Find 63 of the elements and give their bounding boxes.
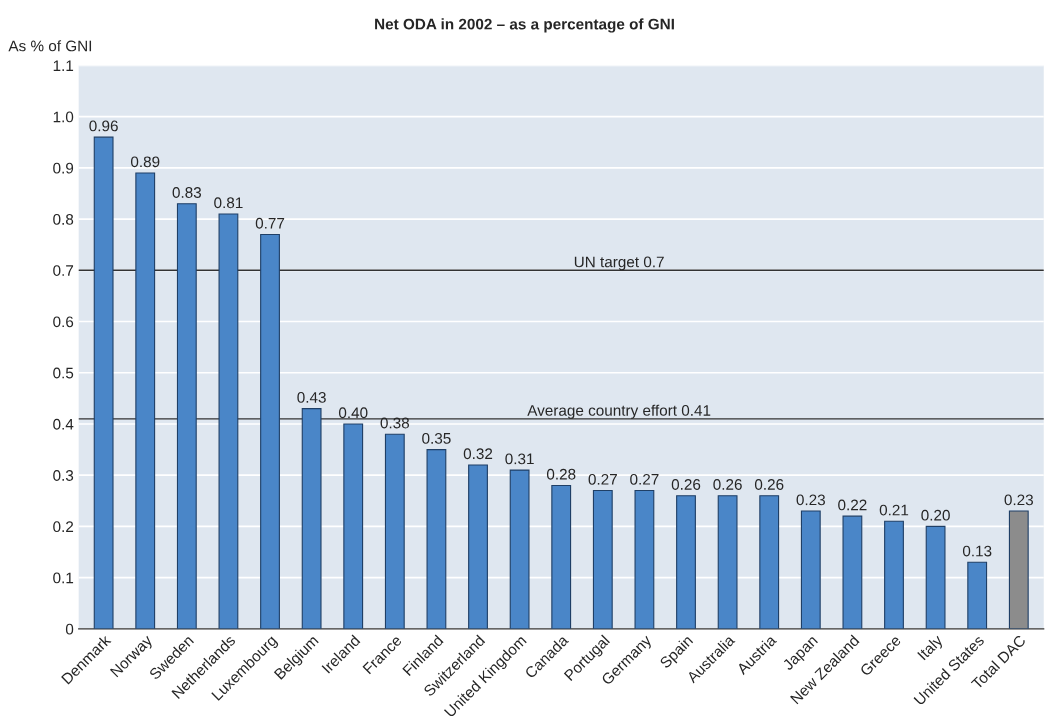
data-label: 0.32 (463, 448, 493, 460)
bar (634, 490, 655, 629)
y-tick-label: 0 (65, 623, 74, 635)
data-label: 0.22 (838, 499, 867, 511)
y-tick-label: 0.6 (53, 316, 74, 328)
bar (301, 408, 322, 629)
bar (592, 490, 613, 629)
data-label: 0.96 (89, 120, 118, 132)
bar (135, 172, 156, 629)
y-tick-label: 1.0 (53, 111, 74, 123)
data-label: 0.43 (297, 391, 326, 403)
y-tick-label: 1.1 (53, 60, 74, 71)
data-label: 0.21 (879, 504, 909, 516)
y-tick-label: 0.5 (53, 367, 74, 379)
data-label: 0.23 (796, 494, 825, 506)
y-tick-label: 0.7 (53, 265, 74, 276)
data-label: 0.38 (380, 417, 410, 429)
bar (925, 525, 946, 629)
bar (426, 449, 447, 629)
ref-line-label: UN target 0.7 (574, 256, 664, 271)
bar (551, 484, 572, 629)
data-label: 0.77 (255, 217, 285, 229)
bar (717, 495, 738, 629)
y-tick-label: 0.3 (53, 470, 74, 481)
bar (676, 495, 696, 629)
data-label: 0.13 (962, 545, 992, 557)
data-label: 0.20 (921, 509, 950, 521)
ref-line-label: Average country effort 0.41 (527, 404, 711, 419)
data-label: 0.26 (671, 479, 701, 490)
y-tick-label: 0.9 (53, 162, 74, 174)
data-label: 0.31 (505, 453, 534, 465)
bar (218, 213, 239, 629)
bar (967, 561, 988, 629)
bar (800, 510, 821, 629)
y-tick-label: 0.8 (53, 213, 74, 225)
bar (343, 423, 364, 629)
data-label: 0.27 (630, 473, 659, 485)
data-label: 0.26 (713, 479, 742, 490)
chart-title: Net ODA in 2002 – as a percentage of GNI (375, 18, 674, 33)
bar (1008, 510, 1029, 629)
bar (384, 433, 405, 629)
data-label: 0.23 (1004, 494, 1033, 506)
data-label: 0.89 (130, 156, 160, 168)
bar (884, 520, 904, 629)
y-tick-label: 0.1 (53, 572, 74, 584)
data-label: 0.35 (422, 432, 451, 444)
data-label: 0.81 (214, 197, 243, 209)
bar (260, 233, 280, 629)
bar (93, 136, 114, 629)
data-label: 0.28 (546, 468, 576, 480)
bar (842, 515, 863, 629)
y-axis-title: As % of GNI (8, 40, 92, 52)
y-tick-label: 0.2 (53, 521, 74, 533)
data-label: 0.26 (754, 479, 784, 490)
y-tick-label: 0.4 (53, 418, 74, 430)
bar (468, 464, 488, 629)
data-label: 0.83 (172, 187, 202, 198)
x-tick-label: Italy (916, 633, 946, 663)
data-label: 0.27 (588, 473, 617, 485)
data-label: 0.40 (338, 407, 368, 419)
bar (759, 495, 780, 629)
bar (176, 203, 197, 629)
bar (509, 469, 530, 629)
